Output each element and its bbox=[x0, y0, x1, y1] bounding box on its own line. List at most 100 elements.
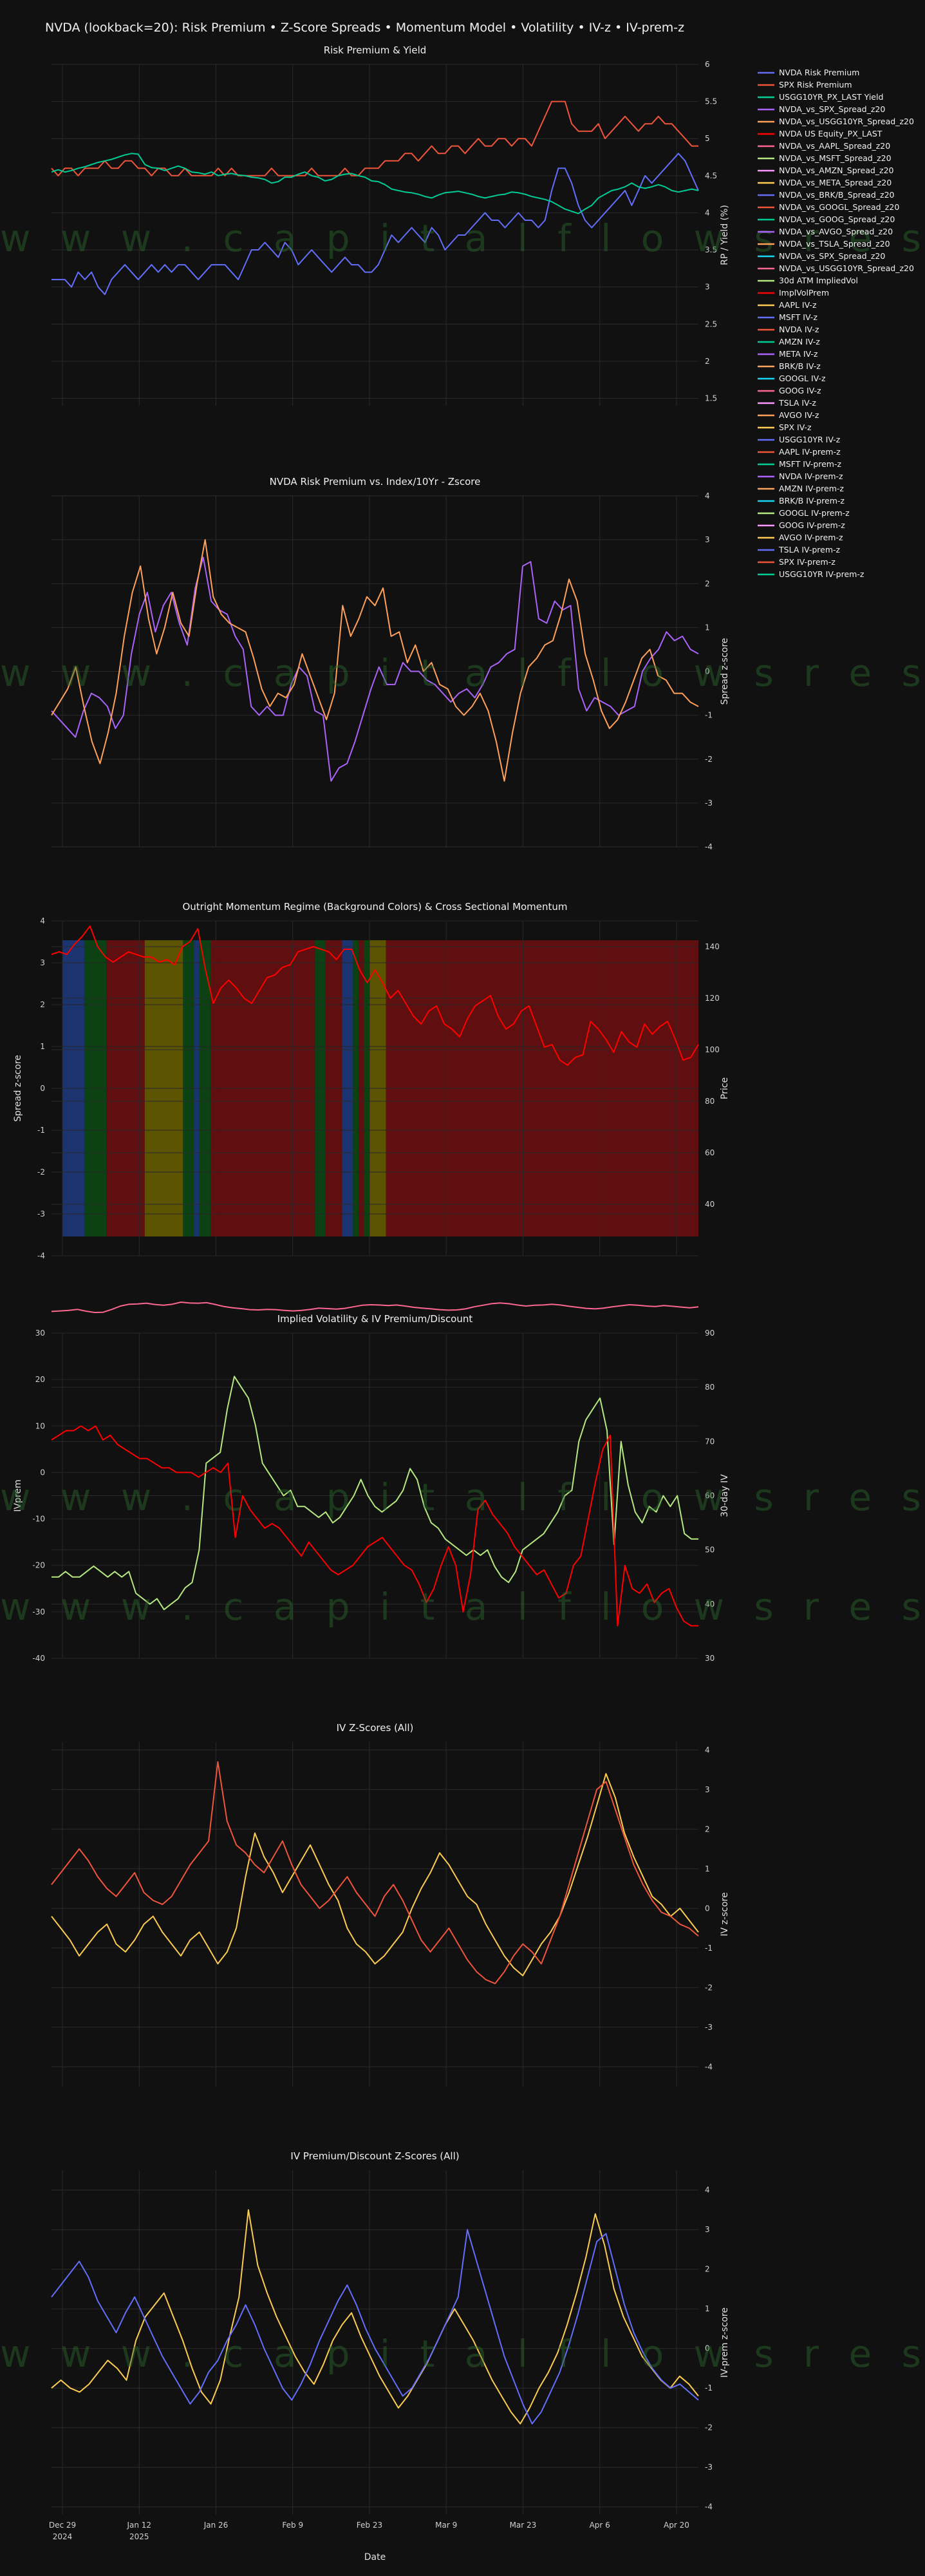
legend-item[interactable]: MSFT IV-z bbox=[758, 312, 818, 322]
y-tick-label: 1 bbox=[40, 1042, 45, 1051]
legend-item[interactable]: GOOG IV-prem-z bbox=[758, 520, 845, 530]
legend-label: MSFT IV-z bbox=[779, 312, 818, 322]
legend-item[interactable]: GOOGL IV-z bbox=[758, 374, 826, 383]
legend-label: AVGO IV-prem-z bbox=[779, 533, 843, 542]
legend-item[interactable]: BRK/B IV-prem-z bbox=[758, 496, 845, 506]
legend-item[interactable]: NVDA_vs_META_Spread_z20 bbox=[758, 178, 892, 187]
series-line bbox=[51, 1302, 699, 1313]
legend-item[interactable]: NVDA_vs_AAPL_Spread_z20 bbox=[758, 141, 890, 151]
panel-1: Risk Premium & Yield 1.5 2 2.5 3 3.5 4 4.5 5 5.5 6… bbox=[51, 44, 730, 406]
y-tick-label: 2 bbox=[40, 1000, 45, 1009]
series-line bbox=[51, 2229, 699, 2425]
y2-tick-label: 80 bbox=[705, 1383, 715, 1392]
x-tick-year: 2024 bbox=[53, 2532, 73, 2541]
y2-tick-label: 1 bbox=[705, 1864, 710, 1873]
y2-tick-label: -3 bbox=[705, 799, 713, 808]
y-tick-label: 0 bbox=[40, 1468, 45, 1477]
legend-item[interactable]: NVDA_vs_GOOGL_Spread_z20 bbox=[758, 202, 899, 212]
legend-item[interactable]: SPX IV-z bbox=[758, 422, 812, 432]
legend-item[interactable]: ImplVolPrem bbox=[758, 288, 829, 298]
legend-item[interactable]: 30d ATM ImpliedVol bbox=[758, 276, 858, 285]
legend-item[interactable]: NVDA_vs_SPX_Spread_z20 bbox=[758, 104, 885, 114]
y2-tick-label: -1 bbox=[705, 2383, 713, 2392]
y2-tick-label: 2 bbox=[705, 1824, 710, 1833]
y2-tick-label: 3.5 bbox=[705, 245, 717, 254]
legend-label: GOOGL IV-z bbox=[779, 374, 826, 383]
legend-item[interactable]: META IV-z bbox=[758, 349, 818, 359]
legend-item[interactable]: USGG10YR_PX_LAST Yield bbox=[758, 92, 883, 102]
panel-title: Implied Volatility & IV Premium/Discount bbox=[277, 1313, 473, 1325]
watermark: w w w . c a p i t a l f l o w s r e s e … bbox=[0, 216, 925, 260]
legend-item[interactable]: GOOG IV-z bbox=[758, 386, 821, 395]
legend-label: USGG10YR_PX_LAST Yield bbox=[779, 92, 883, 102]
legend-item[interactable]: NVDA_vs_AMZN_Spread_z20 bbox=[758, 166, 894, 175]
y2-tick-label: -4 bbox=[705, 2503, 713, 2512]
legend-label: META IV-z bbox=[779, 349, 818, 359]
y2-tick-label: 4 bbox=[705, 2186, 710, 2195]
legend-item[interactable]: AVGO IV-z bbox=[758, 410, 819, 420]
legend-item[interactable]: NVDA_vs_BRK/B_Spread_z20 bbox=[758, 190, 895, 200]
y2-tick-label: 3 bbox=[705, 535, 710, 544]
y2-tick-label: 90 bbox=[705, 1329, 715, 1338]
y2-tick-label: 3 bbox=[705, 1785, 710, 1794]
y2-axis-label: RP / Yield (%) bbox=[720, 205, 730, 265]
legend-label: NVDA_vs_AVGO_Spread_z20 bbox=[779, 227, 893, 236]
legend-label: 30d ATM ImpliedVol bbox=[779, 276, 858, 285]
series-line bbox=[51, 1773, 699, 1976]
x-tick-year: 2025 bbox=[129, 2532, 149, 2541]
legend-item[interactable]: NVDA_vs_GOOG_Spread_z20 bbox=[758, 214, 895, 224]
y2-tick-label: 4.5 bbox=[705, 171, 717, 180]
panel-4: Implied Volatility & IV Premium/Discount… bbox=[13, 1313, 730, 1663]
y-tick-label: -4 bbox=[37, 1251, 45, 1260]
x-tick-label: Feb 9 bbox=[282, 2521, 303, 2530]
legend-item[interactable]: GOOGL IV-prem-z bbox=[758, 508, 850, 518]
legend-item[interactable]: NVDA_vs_TSLA_Spread_z20 bbox=[758, 239, 890, 249]
y2-tick-label: 1 bbox=[705, 2304, 710, 2313]
legend-label: NVDA_vs_USGG10YR_Spread_z20 bbox=[779, 117, 914, 126]
panel-3: Outright Momentum Regime (Background Col… bbox=[13, 901, 730, 1313]
legend-item[interactable]: NVDA Risk Premium bbox=[758, 68, 859, 77]
legend-item[interactable]: AAPL IV-z bbox=[758, 300, 817, 310]
legend-item[interactable]: AAPL IV-prem-z bbox=[758, 447, 841, 457]
y-tick-label: -2 bbox=[37, 1168, 45, 1177]
y2-tick-label: 70 bbox=[705, 1437, 715, 1446]
legend-item[interactable]: USGG10YR IV-z bbox=[758, 435, 841, 444]
y2-tick-label: 120 bbox=[705, 994, 720, 1003]
legend-item[interactable]: BRK/B IV-z bbox=[758, 361, 821, 371]
y-tick-label: 10 bbox=[35, 1421, 45, 1430]
y2-tick-label: 2.5 bbox=[705, 319, 717, 328]
legend-item[interactable]: TSLA IV-z bbox=[758, 398, 816, 408]
legend-item[interactable]: NVDA_vs_MSFT_Spread_z20 bbox=[758, 153, 892, 163]
legend-item[interactable]: AMZN IV-z bbox=[758, 337, 820, 346]
legend-item[interactable]: USGG10YR IV-prem-z bbox=[758, 569, 864, 579]
legend-label: AMZN IV-prem-z bbox=[779, 484, 844, 493]
panel-title: NVDA Risk Premium vs. Index/10Yr - Zscor… bbox=[270, 476, 481, 488]
y2-tick-label: 60 bbox=[705, 1492, 715, 1501]
legend-item[interactable]: NVDA_vs_AVGO_Spread_z20 bbox=[758, 227, 893, 236]
y-tick-label: -10 bbox=[32, 1515, 45, 1524]
legend-label: TSLA IV-prem-z bbox=[778, 545, 841, 554]
legend-label: TSLA IV-z bbox=[778, 398, 816, 408]
legend-item[interactable]: NVDA_vs_USGG10YR_Spread_z20 bbox=[758, 117, 914, 126]
legend-item[interactable]: NVDA_vs_USGG10YR_Spread_z20 bbox=[758, 263, 914, 273]
legend-item[interactable]: NVDA US Equity_PX_LAST bbox=[758, 129, 883, 138]
legend-item[interactable]: NVDA IV-z bbox=[758, 325, 819, 334]
legend-item[interactable]: AMZN IV-prem-z bbox=[758, 484, 844, 493]
y2-tick-label: 4 bbox=[705, 1745, 710, 1754]
y2-tick-label: 40 bbox=[705, 1200, 715, 1209]
x-tick-label: Dec 29 bbox=[49, 2521, 76, 2530]
legend-label: AAPL IV-z bbox=[779, 300, 817, 310]
legend-item[interactable]: SPX IV-prem-z bbox=[758, 557, 836, 567]
legend-label: NVDA_vs_GOOGL_Spread_z20 bbox=[779, 202, 899, 212]
legend-item[interactable]: TSLA IV-prem-z bbox=[758, 545, 841, 554]
y2-tick-label: 2 bbox=[705, 357, 710, 366]
legend-item[interactable]: NVDA_vs_SPX_Spread_z20 bbox=[758, 251, 885, 261]
figure-title: NVDA (lookback=20): Risk Premium • Z-Sco… bbox=[45, 21, 684, 35]
legend-item[interactable]: SPX Risk Premium bbox=[758, 80, 852, 90]
legend-item[interactable]: NVDA IV-prem-z bbox=[758, 471, 843, 481]
legend-label: AAPL IV-prem-z bbox=[779, 447, 841, 457]
legend-item[interactable]: AVGO IV-prem-z bbox=[758, 533, 843, 542]
y-tick-label: -30 bbox=[32, 1607, 45, 1616]
legend-item[interactable]: MSFT IV-prem-z bbox=[758, 459, 841, 469]
legend-label: USGG10YR IV-prem-z bbox=[779, 569, 864, 579]
